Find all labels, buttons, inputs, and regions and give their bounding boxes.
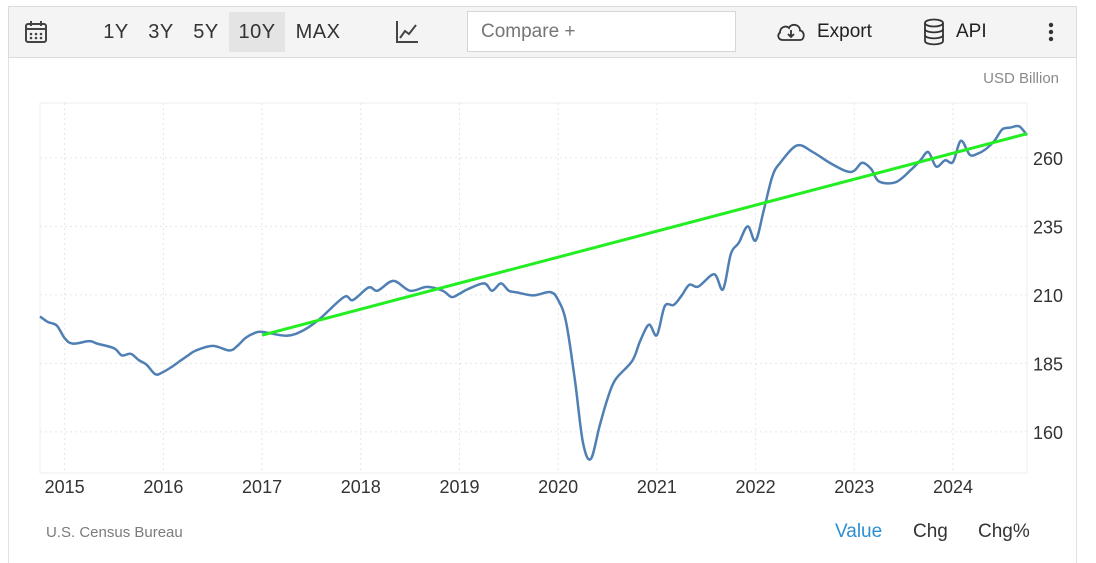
- export-label: Export: [817, 21, 872, 42]
- api-label: API: [956, 21, 987, 42]
- export-button[interactable]: Export: [775, 7, 881, 57]
- compare-input[interactable]: Compare +: [467, 11, 736, 52]
- x-tick-label: 2020: [538, 477, 578, 497]
- series-line: [39, 124, 1028, 461]
- range-max-button[interactable]: MAX: [295, 20, 341, 43]
- x-tick-label: 2022: [736, 477, 776, 497]
- x-tick-label: 2023: [834, 477, 874, 497]
- more-vertical-icon[interactable]: [1039, 7, 1063, 57]
- y-tick-label: 160: [1033, 423, 1063, 443]
- x-tick-label: 2016: [143, 477, 183, 497]
- calendar-icon[interactable]: [19, 7, 53, 57]
- x-tick-label: 2021: [637, 477, 677, 497]
- x-tick-label: 2024: [933, 477, 973, 497]
- trend-line: [261, 132, 1028, 337]
- y-tick-label: 260: [1033, 149, 1063, 169]
- range-1y-button[interactable]: 1Y: [103, 20, 129, 43]
- chart-panel: [8, 6, 1077, 563]
- y-tick-label: 185: [1033, 354, 1063, 374]
- x-tick-label: 2015: [45, 477, 85, 497]
- range-3y-button[interactable]: 3Y: [148, 20, 174, 43]
- cloud-download-icon: [777, 23, 805, 41]
- source-label: U.S. Census Bureau: [46, 524, 183, 541]
- x-tick-label: 2017: [242, 477, 282, 497]
- x-tick-label: 2019: [439, 477, 479, 497]
- plot-area: [39, 102, 1028, 474]
- chart-toolbar: 1Y 3Y 5Y 10Y MAX Compare + Export API: [8, 6, 1077, 58]
- x-tick-label: 2018: [341, 477, 381, 497]
- unit-label: USD Billion: [983, 70, 1059, 87]
- change-tab[interactable]: Chg: [913, 521, 948, 542]
- value-tab[interactable]: Value: [835, 521, 883, 542]
- range-5y-button[interactable]: 5Y: [193, 20, 219, 43]
- range-10y-button[interactable]: 10Y: [229, 12, 285, 52]
- y-tick-label: 235: [1033, 217, 1063, 237]
- line-chart-icon[interactable]: [392, 7, 422, 57]
- database-icon: [924, 18, 944, 46]
- y-tick-label: 210: [1033, 286, 1063, 306]
- change-percent-tab[interactable]: Chg%: [978, 521, 1030, 542]
- api-button[interactable]: API: [922, 7, 1008, 57]
